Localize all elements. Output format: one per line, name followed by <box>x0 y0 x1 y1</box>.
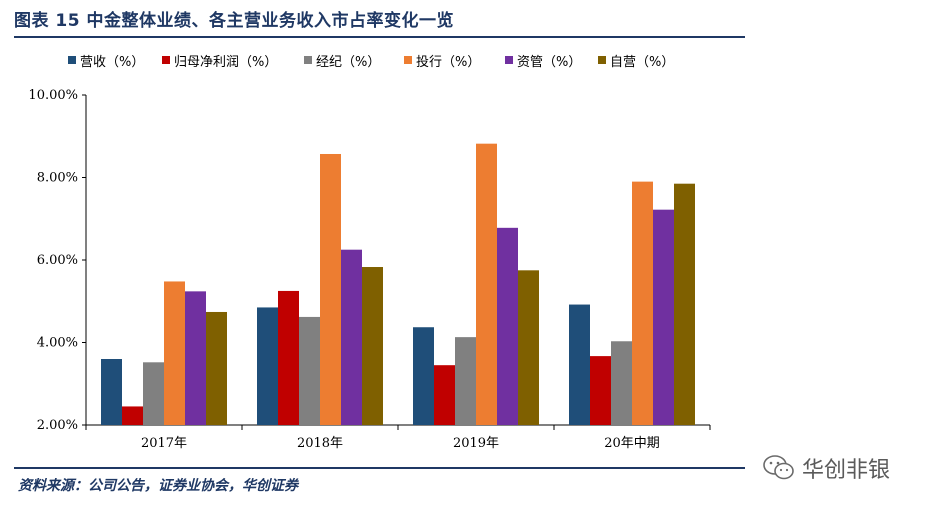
bar <box>653 209 674 425</box>
legend-swatch <box>505 56 513 64</box>
figure-title: 图表 15 中金整体业绩、各主营业务收入市占率变化一览 <box>14 11 454 31</box>
watermark-text: 华创非银 <box>802 458 891 483</box>
legend-swatch <box>404 56 412 64</box>
legend-swatch <box>598 56 606 64</box>
bar <box>434 365 455 425</box>
bar <box>185 291 206 425</box>
legend-label: 营收（%） <box>80 55 144 70</box>
bar <box>413 327 434 425</box>
bar <box>320 153 341 426</box>
bar-chart: 营收（%） 归母净利润（%） 经纪（%） 投行（%） 资管（%） 自营（%） 2.00% 4… <box>28 54 711 451</box>
bars <box>101 143 695 426</box>
x-tick-label: 2019年 <box>453 436 499 451</box>
bar <box>455 337 476 425</box>
x-tick-label: 2018年 <box>297 436 343 451</box>
y-tick-label: 8.00% <box>37 171 78 186</box>
bar <box>299 316 320 425</box>
legend-label: 归母净利润（%） <box>174 55 277 70</box>
y-tick-label: 6.00% <box>37 253 78 268</box>
bar <box>518 270 539 425</box>
bar <box>590 356 611 425</box>
legend-label: 资管（%） <box>517 55 581 70</box>
x-tick-label: 20年中期 <box>604 436 660 451</box>
bar <box>632 181 653 425</box>
legend-swatch <box>162 56 170 64</box>
bar <box>101 359 122 425</box>
title-rule <box>14 36 745 38</box>
bar <box>278 290 299 425</box>
bar <box>143 362 164 425</box>
bar <box>341 249 362 425</box>
legend-swatch <box>68 56 76 64</box>
source-note: 资料来源：公司公告，证券业协会，华创证券 <box>18 478 298 494</box>
bar <box>611 341 632 425</box>
watermark: 华创非银 <box>762 452 890 484</box>
legend-label: 投行（%） <box>416 54 480 70</box>
bar <box>164 281 185 425</box>
legend-swatch <box>304 56 312 64</box>
x-axis: 2017年 2018年 2019年 20年中期 <box>85 424 711 451</box>
bar <box>122 406 143 425</box>
y-tick-label: 2.00% <box>37 418 78 433</box>
y-tick-label: 10.00% <box>28 88 78 103</box>
bar <box>362 267 383 425</box>
legend-label: 经纪（%） <box>316 55 380 70</box>
source-rule <box>14 467 745 469</box>
legend-label: 自营（%） <box>610 55 674 70</box>
y-tick-label: 4.00% <box>37 336 78 351</box>
bar <box>206 311 227 425</box>
bar <box>497 227 518 425</box>
wechat-icon <box>763 455 794 480</box>
legend: 营收（%） 归母净利润（%） 经纪（%） 投行（%） 资管（%） 自营（%） <box>68 54 674 70</box>
y-axis: 2.00% 4.00% 6.00% 8.00% 10.00% <box>28 88 87 433</box>
bar <box>569 304 590 425</box>
bar <box>476 143 497 426</box>
x-tick-label: 2017年 <box>141 436 187 451</box>
bar <box>674 183 695 425</box>
bar <box>257 307 278 425</box>
